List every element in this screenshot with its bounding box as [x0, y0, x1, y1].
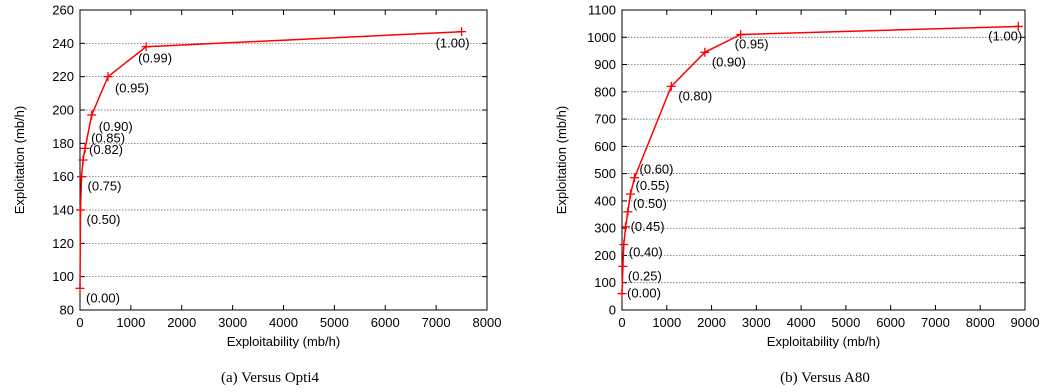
panel-caption: (a) Versus Opti4: [221, 370, 320, 386]
data-point-label: (0.60): [640, 162, 674, 177]
data-point-label: (0.80): [678, 88, 712, 103]
y-tick-label: 500: [594, 166, 616, 181]
data-point-label: (0.99): [138, 51, 172, 66]
x-tick-label: 6000: [371, 315, 400, 330]
x-tick-label: 2000: [697, 315, 726, 330]
data-point-marker: [619, 240, 629, 250]
data-point-marker: [623, 207, 633, 217]
x-tick-label: 4000: [269, 315, 298, 330]
data-point-label: (0.25): [628, 268, 662, 283]
data-point-marker: [78, 155, 88, 165]
y-tick-label: 1100: [588, 3, 616, 18]
data-point-label: (0.00): [86, 290, 120, 305]
y-tick-label: 1000: [587, 30, 616, 45]
x-axis-label: Exploitability (mb/h): [227, 334, 340, 349]
x-tick-label: 1000: [652, 315, 681, 330]
x-tick-label: 7000: [921, 315, 950, 330]
data-point-label: (0.50): [633, 196, 667, 211]
y-tick-label: 200: [52, 103, 74, 118]
data-point-label: (0.55): [636, 178, 670, 193]
y-tick-label: 200: [594, 248, 616, 263]
y-tick-label: 180: [52, 136, 74, 151]
data-point-marker: [75, 283, 85, 293]
data-point-marker: [617, 289, 627, 299]
data-point-label: (1.00): [436, 36, 470, 51]
y-tick-label: 140: [52, 203, 74, 218]
y-tick-label: 120: [52, 236, 74, 251]
data-point-label: (0.95): [735, 37, 769, 52]
y-tick-label: 400: [594, 193, 616, 208]
x-tick-label: 7000: [422, 315, 451, 330]
data-point-marker: [457, 27, 467, 37]
x-tick-label: 3000: [218, 315, 247, 330]
data-point-marker: [141, 42, 151, 52]
panel-b-versus-a80: 0 100 200 300 400 500 600 700 800 900 1000 1100 0 100…: [554, 3, 1039, 387]
panel-caption: (b) Versus A80: [780, 370, 870, 386]
x-tick-label: 4000: [787, 315, 816, 330]
y-tick-label: 300: [594, 221, 616, 236]
x-tick-label: 5000: [831, 315, 860, 330]
x-tick-label: 8000: [966, 315, 995, 330]
x-tick-label: 0: [76, 315, 83, 330]
data-point-label: (0.82): [89, 142, 123, 157]
x-tick-label: 0: [618, 315, 625, 330]
y-tick-label: 80: [60, 303, 74, 318]
data-point-label: (0.90): [712, 54, 746, 69]
x-tick-label: 1000: [116, 315, 145, 330]
data-point-marker: [621, 222, 631, 232]
y-tick-label: 100: [594, 275, 616, 290]
plot-frame: [621, 9, 1026, 311]
x-tick-label: 2000: [167, 315, 196, 330]
data-point-marker: [618, 261, 628, 271]
y-tick-label: 900: [594, 57, 616, 72]
y-axis-label: Exploitation (mb/h): [554, 106, 569, 214]
y-tick-label: 700: [594, 112, 616, 127]
y-tick-label: 260: [52, 3, 74, 18]
data-point-label: (0.85): [91, 130, 125, 145]
y-axis-label: Exploitation (mb/h): [12, 106, 27, 214]
data-point-marker: [76, 205, 86, 215]
x-tick-label: 8000: [473, 315, 502, 330]
data-point-marker: [80, 143, 90, 153]
data-point-marker: [666, 81, 676, 91]
x-axis-label: Exploitability (mb/h): [767, 334, 880, 349]
data-point-marker: [1013, 21, 1023, 31]
x-tick-label: 9000: [1011, 315, 1040, 330]
y-tick-label: 220: [52, 69, 74, 84]
data-point-label: (0.45): [631, 219, 665, 234]
y-tick-label: 0: [609, 303, 616, 318]
data-point-label: (1.00): [988, 28, 1022, 43]
series-line: [79, 30, 462, 289]
y-tick-label: 240: [52, 36, 74, 51]
data-point-label: (0.50): [87, 212, 121, 227]
data-point-label: (0.40): [629, 245, 663, 260]
data-point-marker: [77, 172, 87, 182]
data-point-label: (0.75): [88, 179, 122, 194]
x-tick-label: 3000: [742, 315, 771, 330]
data-point-marker: [700, 47, 710, 57]
x-tick-label: 6000: [876, 315, 905, 330]
data-point-marker: [87, 110, 97, 120]
data-point-label: (0.90): [99, 119, 133, 134]
data-point-marker: [626, 189, 636, 199]
y-tick-label: 100: [52, 269, 74, 284]
data-point-marker: [736, 30, 746, 40]
y-tick-label: 160: [52, 169, 74, 184]
data-point-marker: [103, 72, 113, 82]
x-tick-label: 5000: [320, 315, 349, 330]
panel-a-versus-opti4: 80 100 120 140 160 180 200 220 240 260 0 1000 2000 30…: [12, 3, 501, 387]
data-point-label: (0.00): [627, 286, 661, 301]
series-line: [621, 25, 1019, 294]
data-point-marker: [630, 173, 640, 183]
y-tick-label: 800: [594, 84, 616, 99]
y-tick-label: 600: [594, 139, 616, 154]
data-point-label: (0.95): [115, 81, 149, 96]
